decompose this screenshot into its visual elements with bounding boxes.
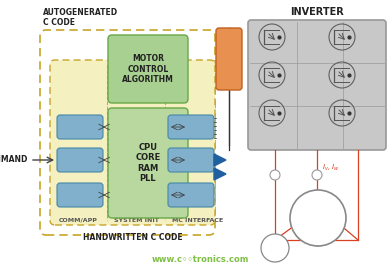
FancyBboxPatch shape (248, 20, 386, 150)
Circle shape (261, 234, 289, 262)
FancyBboxPatch shape (168, 183, 214, 207)
Text: ETH: ETH (71, 191, 89, 200)
Text: SYSTEM INIT: SYSTEM INIT (114, 218, 158, 222)
Text: MOTOR
CONTROL
ALGORITHM: MOTOR CONTROL ALGORITHM (122, 54, 174, 84)
Text: ADC: ADC (182, 156, 200, 164)
Circle shape (270, 170, 280, 180)
FancyBboxPatch shape (108, 35, 188, 103)
Text: MC INTERFACE: MC INTERFACE (172, 218, 223, 222)
FancyBboxPatch shape (57, 115, 103, 139)
FancyBboxPatch shape (57, 183, 103, 207)
FancyBboxPatch shape (108, 108, 188, 218)
Text: AUTOGENERATED
C CODE: AUTOGENERATED C CODE (43, 8, 118, 27)
Circle shape (312, 170, 322, 180)
Text: $I_v$, $I_w$: $I_v$, $I_w$ (322, 163, 340, 173)
Text: CPU
CORE
RAM
PLL: CPU CORE RAM PLL (135, 143, 161, 183)
FancyBboxPatch shape (168, 148, 214, 172)
Text: COMMAND: COMMAND (0, 156, 28, 164)
Text: QEP: QEP (182, 191, 200, 200)
Text: CAN: CAN (71, 156, 89, 164)
Text: GATE
DRIVE: GATE DRIVE (223, 48, 236, 70)
Text: UART: UART (69, 123, 91, 131)
FancyBboxPatch shape (216, 28, 242, 90)
Text: PWM: PWM (180, 123, 202, 131)
Polygon shape (214, 154, 226, 166)
FancyBboxPatch shape (57, 148, 103, 172)
FancyBboxPatch shape (50, 60, 215, 225)
Text: INVERTER: INVERTER (290, 7, 344, 17)
Circle shape (290, 190, 346, 246)
Text: COMM/APP: COMM/APP (58, 218, 98, 222)
Polygon shape (214, 168, 226, 180)
FancyBboxPatch shape (168, 115, 214, 139)
Text: www.c◦◦tronics.com: www.c◦◦tronics.com (151, 255, 249, 265)
Text: AC MOTOR: AC MOTOR (295, 214, 341, 222)
Text: HANDWRITTEN C CODE: HANDWRITTEN C CODE (83, 233, 182, 242)
